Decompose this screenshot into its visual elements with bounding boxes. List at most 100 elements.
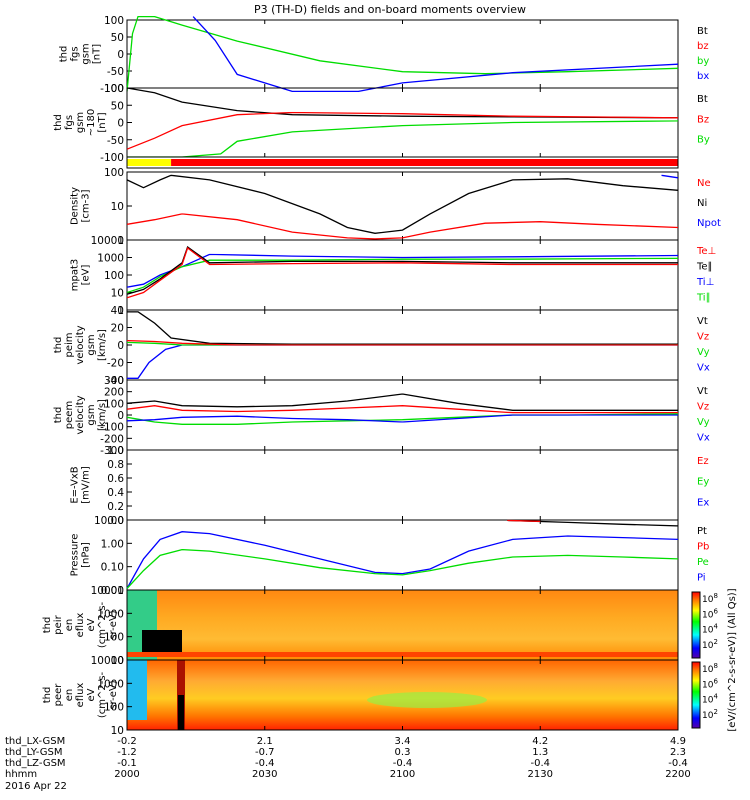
spectrogram-peir_eflux	[127, 590, 678, 660]
spectrogram-feature	[367, 692, 487, 708]
legend-Ne: Ne	[697, 178, 711, 189]
y-axis-label-line: [km/s]	[97, 329, 108, 361]
y-tick-label: -20	[107, 358, 124, 370]
y-tick-label: 0.01	[101, 585, 124, 597]
y-tick-label: 0	[117, 118, 124, 130]
y-axis-label-line: eV	[86, 688, 97, 701]
series-Pb	[507, 520, 540, 521]
y-tick-label: -40	[107, 375, 124, 387]
y-axis-label-line: gsm	[86, 334, 97, 355]
legend-Vy: Vy	[697, 417, 710, 428]
x-tick-label: -0.4	[255, 758, 275, 769]
y-axis-label-line: Pressure	[70, 534, 81, 577]
y-tick-label: -50	[107, 66, 124, 78]
series-Vz	[127, 341, 678, 345]
series-Vx	[127, 415, 678, 422]
y-tick-label: 0	[117, 410, 124, 422]
y-tick-label: 100	[104, 83, 124, 95]
x-tick-label: -0.4	[668, 758, 688, 769]
x-tick-label: -0.4	[393, 758, 413, 769]
colorbar-tick-base: 10	[702, 680, 714, 690]
colorbar-tick-base: 10	[702, 665, 714, 675]
y-tick-label: 10000	[91, 585, 124, 597]
y-axis-label-line: gsm	[75, 112, 86, 133]
x-row-label: thd_LZ-GSM	[5, 758, 66, 769]
y-tick-label: 50	[111, 100, 124, 112]
series-bx	[193, 17, 678, 92]
colorbar-tick-base: 10	[702, 641, 714, 651]
legend-by: by	[697, 56, 709, 67]
x-tick-label: -0.7	[255, 747, 275, 758]
spectrogram-gap	[142, 630, 182, 652]
y-tick-label: 100	[104, 398, 124, 410]
colorbar-tick-label: 104	[702, 693, 718, 706]
y-tick-label: 100	[104, 15, 124, 27]
spectrogram-band	[127, 652, 678, 657]
y-axis-label-line: Density	[70, 187, 81, 225]
x-tick-label: -0.2	[117, 736, 137, 747]
colorbar-scale	[691, 661, 701, 729]
legend-Pi: Pi	[697, 573, 706, 584]
y-axis-label: thdfgsgsm[nT]	[59, 43, 103, 64]
series-Te∥	[127, 247, 678, 294]
colorbar-tick-label: 108	[702, 592, 718, 605]
y-tick-label: 0.8	[107, 459, 124, 471]
y-axis-label: Density[cm-3]	[70, 187, 92, 225]
colorbar-tick-exp: 8	[713, 662, 717, 670]
panel-frame	[126, 239, 679, 311]
legend-Vt: Vt	[697, 386, 708, 397]
legend-Pe: Pe	[697, 557, 709, 568]
panels: 100500-50-100thdfgsgsm[nT]Btbzbybx100500…	[42, 15, 721, 737]
y-tick-label: 10000	[91, 235, 124, 247]
colorbar-tick-label: 106	[702, 677, 718, 690]
colorbar-tick-label: 104	[702, 623, 718, 636]
x-row-label: thd_LX-GSM	[5, 736, 65, 747]
legend-Ey: Ey	[697, 477, 709, 488]
colorbar-tick-base: 10	[702, 610, 714, 620]
mode-segment	[127, 159, 172, 166]
y-tick-label: 40	[111, 305, 124, 317]
spectrogram-onset	[127, 660, 147, 720]
y-axis-label: mpat3[eV]	[70, 259, 92, 292]
y-axis-label-line: eflux	[75, 683, 86, 708]
y-axis-label-line: fgs	[70, 46, 81, 61]
x-tick-label: 2130	[528, 769, 553, 780]
y-tick-label: 10.00	[94, 515, 124, 527]
legend-Vx: Vx	[697, 363, 710, 374]
legend-Vx: Vx	[697, 433, 710, 444]
series-Pe	[127, 550, 678, 589]
panel-fgs_dsl: 100 50 0 -50 -100 thdfgsgsm~180[nT] Bt Bz By	[53, 83, 710, 164]
x-tick-label: 1.3	[532, 747, 548, 758]
y-axis-label-line: thd	[53, 114, 64, 131]
y-tick-label: 0	[117, 49, 124, 61]
colorbar-tick-exp: 6	[713, 677, 718, 685]
y-tick-label: 100	[104, 632, 124, 644]
y-axis-label-line: [nT]	[97, 112, 108, 132]
y-axis-label-line: mpat3	[70, 259, 81, 292]
legend-Bz: Bz	[697, 114, 709, 125]
x-row-label: 2016 Apr 22	[5, 781, 67, 792]
legend-Pb: Pb	[697, 542, 709, 553]
colorbar-scale	[691, 591, 701, 659]
colorbar-tick-label: 102	[702, 638, 718, 651]
panel-fgs: 100 50 0 -50 -100 thdfgsgsm[nT] Bt bz by bx	[59, 15, 710, 95]
y-tick-label: 200	[104, 387, 124, 399]
legend-bx: bx	[697, 71, 709, 82]
y-tick-label: 0.6	[107, 473, 124, 485]
colorbar-tick-base: 10	[702, 711, 714, 721]
series-Ne	[127, 214, 678, 239]
panel-mode_bar	[126, 156, 679, 169]
legend-Pt: Pt	[697, 526, 707, 537]
y-axis-label-line: fgs	[64, 115, 75, 130]
colorbar-tick-label: 102	[702, 708, 718, 721]
x-tick-label: 4.9	[670, 736, 686, 747]
legend-Vz: Vz	[697, 332, 709, 343]
colorbar-tick-exp: 2	[713, 638, 717, 646]
colorbar-tick-base: 10	[702, 595, 714, 605]
legend-bz: bz	[697, 41, 709, 52]
panel-temp: 10000 1000 100 10 1 mpat3[eV] Te⊥ Te∥ Ti⊥ Ti∥	[70, 235, 717, 317]
x-tick-label: 4.2	[532, 736, 548, 747]
y-axis-label-line: E=-VxB	[70, 466, 81, 503]
panel-frame	[126, 519, 679, 591]
